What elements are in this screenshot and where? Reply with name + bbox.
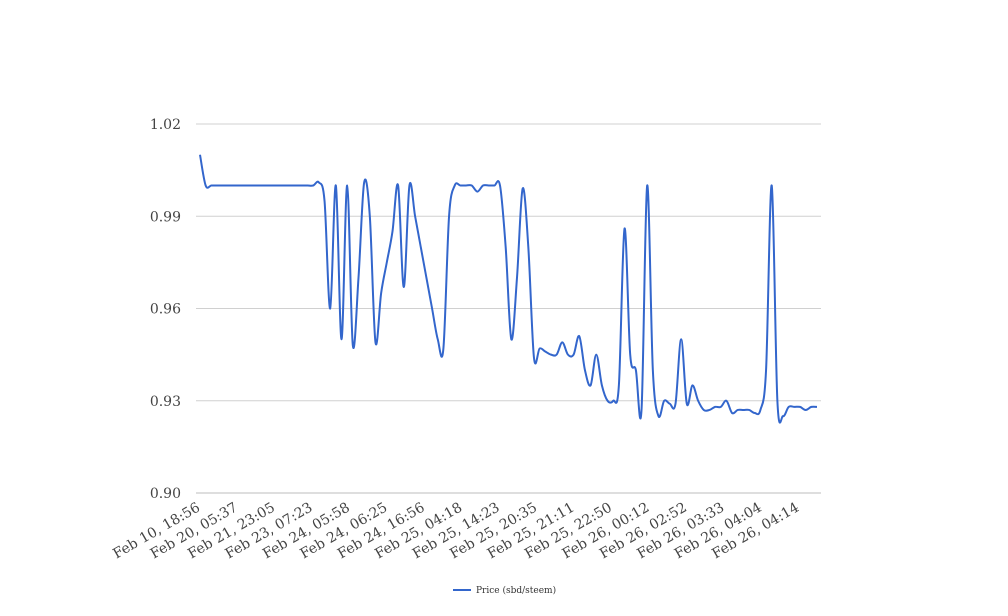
y-tick-label: 0.99 bbox=[150, 209, 181, 225]
y-tick: 0.96 bbox=[150, 302, 181, 318]
y-tick-label: 1.02 bbox=[150, 117, 181, 133]
y-tick-label: 0.93 bbox=[150, 394, 181, 410]
y-tick: 0.93 bbox=[150, 394, 181, 410]
legend-label: Price (sbd/steem) bbox=[476, 585, 556, 596]
y-tick: 1.02 bbox=[150, 117, 181, 133]
series-lines bbox=[199, 154, 818, 424]
y-axis: 0.90 0.93 0.96 0.99 1.02 bbox=[150, 117, 181, 502]
series-line bbox=[199, 154, 818, 424]
y-tick-label: 0.96 bbox=[150, 302, 181, 318]
y-tick-label: 0.90 bbox=[150, 486, 181, 502]
legend: Price (sbd/steem) bbox=[453, 585, 556, 596]
y-tick: 0.90 bbox=[150, 486, 181, 502]
y-tick: 0.99 bbox=[150, 209, 181, 225]
